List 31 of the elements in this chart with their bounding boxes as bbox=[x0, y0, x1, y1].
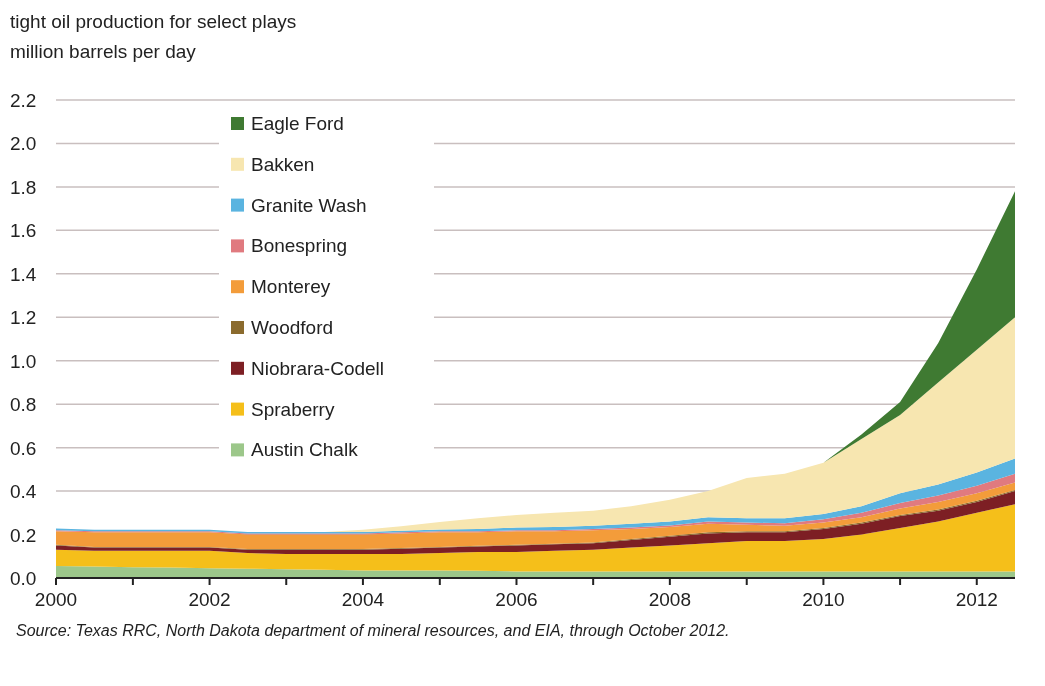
legend-label: Bonespring bbox=[251, 235, 348, 257]
source-note: Source: Texas RRC, North Dakota department of mineral resources, and EIA, through October 2012. bbox=[16, 622, 730, 639]
y-tick-label: 0.4 bbox=[10, 481, 37, 503]
legend-label: Niobrara-Codell bbox=[251, 357, 385, 379]
y-tick-label: 0.2 bbox=[10, 524, 37, 546]
x-tick-label: 2008 bbox=[648, 589, 691, 610]
x-tick-label: 2000 bbox=[34, 589, 78, 610]
legend-label: Woodford bbox=[251, 317, 334, 338]
y-tick-label: 1.4 bbox=[10, 263, 37, 285]
x-tick-label: 2006 bbox=[495, 589, 538, 610]
y-tick-label: 1.0 bbox=[10, 350, 37, 372]
legend-label: Bakken bbox=[251, 153, 315, 175]
legend-label: Eagle Ford bbox=[251, 113, 344, 134]
x-tick-label: 2012 bbox=[955, 589, 998, 610]
y-tick-label: 1.6 bbox=[10, 220, 37, 242]
y-tick-label: 1.2 bbox=[10, 307, 37, 329]
y-tick-label: 0.8 bbox=[10, 394, 37, 416]
y-tick-label: 0.6 bbox=[10, 437, 37, 459]
y-tick-label: 2.0 bbox=[10, 133, 37, 155]
y-axis-title: million barrels per day bbox=[10, 41, 197, 62]
x-tick-label: 2010 bbox=[802, 589, 845, 610]
legend-label: Monterey bbox=[251, 276, 331, 298]
legend-label: Granite Wash bbox=[251, 194, 367, 216]
legend-label: Austin Chalk bbox=[251, 439, 359, 461]
y-tick-label: 1.8 bbox=[10, 176, 37, 198]
x-tick-label: 2002 bbox=[188, 589, 231, 610]
chart-title: tight oil production for select plays bbox=[10, 11, 297, 32]
x-tick-label: 2004 bbox=[341, 589, 385, 610]
legend-label: Spraberry bbox=[251, 398, 335, 420]
y-tick-label: 2.2 bbox=[10, 90, 37, 111]
y-tick-label: 0.0 bbox=[10, 568, 37, 589]
